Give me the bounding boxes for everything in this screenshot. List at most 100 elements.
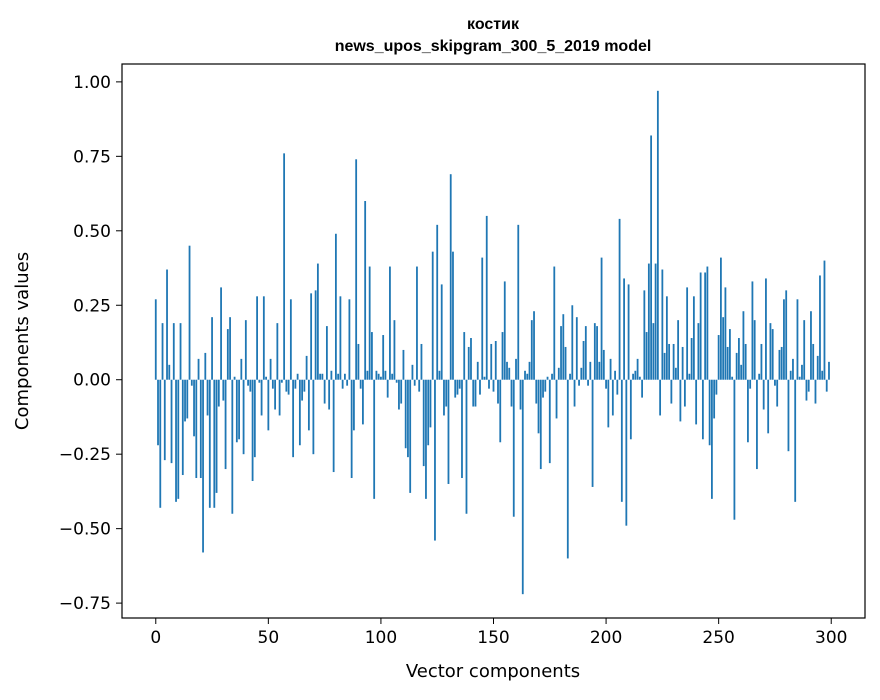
bar-component-277 [778,349,781,380]
bar-component-26 [213,379,216,508]
bar-component-132 [452,251,454,380]
y-tick-label: 0.00 [73,371,111,391]
bar-component-27 [215,379,218,493]
bars-group [154,90,830,595]
bar-component-284 [794,379,797,502]
y-tick-label: −0.50 [59,520,111,540]
bar-component-267 [756,379,758,470]
bar-component-7 [170,379,173,464]
bar-component-191 [584,326,587,380]
bar-component-220 [650,135,653,380]
bar-component-32 [226,329,229,380]
bar-component-264 [749,379,752,389]
bar-component-249 [715,379,718,395]
bar-component-24 [208,379,211,508]
bar-component-182 [564,346,567,380]
bar-component-174 [546,376,549,380]
bar-component-116 [416,266,418,380]
bar-component-210 [627,284,630,380]
bar-component-257 [733,379,736,520]
bar-component-253 [724,287,727,380]
bar-component-237 [688,373,691,380]
bar-component-265 [751,281,754,380]
bar-component-18 [195,379,198,479]
y-axis-label: Components values [12,252,33,430]
bar-component-240 [695,379,698,425]
bar-component-297 [823,260,826,380]
bar-component-11 [179,323,182,380]
bar-component-0 [154,299,157,380]
bar-component-149 [490,343,493,380]
bar-component-162 [519,379,522,410]
bar-component-158 [510,379,513,407]
x-axis-ticks: 0 50 100 150 200 250 300 [150,618,847,648]
bar-component-126 [438,370,441,380]
bar-component-270 [762,379,765,410]
bar-component-161 [517,224,520,380]
bar-component-226 [663,352,666,380]
bar-component-90 [357,343,360,380]
bar-component-1 [157,379,159,446]
bar-component-64 [298,379,301,446]
bar-component-214 [636,358,639,380]
bar-component-207 [620,379,623,502]
bar-component-271 [765,278,767,380]
bar-component-273 [769,323,772,380]
bar-component-138 [465,379,468,514]
bar-component-152 [497,379,499,404]
bar-component-110 [402,349,405,380]
bar-component-242 [699,272,702,380]
bar-component-196 [596,326,598,380]
bar-component-36 [235,379,238,443]
bar-component-216 [641,379,643,398]
bar-component-83 [341,379,344,389]
bar-component-13 [184,379,186,422]
bar-component-215 [638,376,641,380]
bar-component-46 [258,379,261,383]
bar-component-197 [598,361,601,380]
bar-component-169 [535,379,538,404]
bar-component-51 [269,358,272,380]
bar-component-106 [393,320,396,380]
bar-component-261 [742,311,745,380]
bar-component-266 [753,320,756,380]
bar-component-130 [447,379,450,484]
bar-component-251 [720,257,722,380]
bar-component-76 [325,326,328,380]
bar-component-101 [382,335,385,380]
y-tick-label: 0.75 [73,147,111,167]
bar-component-47 [260,379,263,416]
bar-component-178 [555,379,558,419]
y-tick-label: 1.00 [73,73,111,93]
bar-component-66 [303,379,306,392]
bar-component-206 [618,218,621,380]
bar-component-86 [348,299,351,380]
bar-component-252 [722,317,725,380]
bar-component-283 [792,358,794,380]
chart-title-line-1: костик [467,16,520,33]
bar-component-41 [247,379,249,386]
y-axis-ticks: −0.75 −0.50 −0.25 0.00 0.25 0.50 0.75 1.00 [59,73,122,614]
bar-component-282 [789,370,792,380]
bar-component-73 [319,373,322,380]
bar-component-285 [796,299,799,380]
bar-component-63 [296,373,299,380]
bar-component-87 [350,379,353,479]
bar-component-34 [231,379,234,514]
bar-component-254 [726,346,729,380]
bar-component-93 [364,201,367,380]
bar-component-117 [418,379,421,392]
bar-component-195 [593,323,596,380]
bar-component-294 [816,355,819,380]
bar-component-92 [362,379,364,425]
bar-component-246 [708,379,711,446]
bar-component-166 [528,361,531,380]
bar-component-120 [425,379,427,499]
bar-component-10 [177,379,180,499]
bar-component-30 [222,379,225,401]
bar-component-170 [537,379,540,434]
bar-component-109 [400,379,403,404]
bar-component-54 [276,323,279,380]
